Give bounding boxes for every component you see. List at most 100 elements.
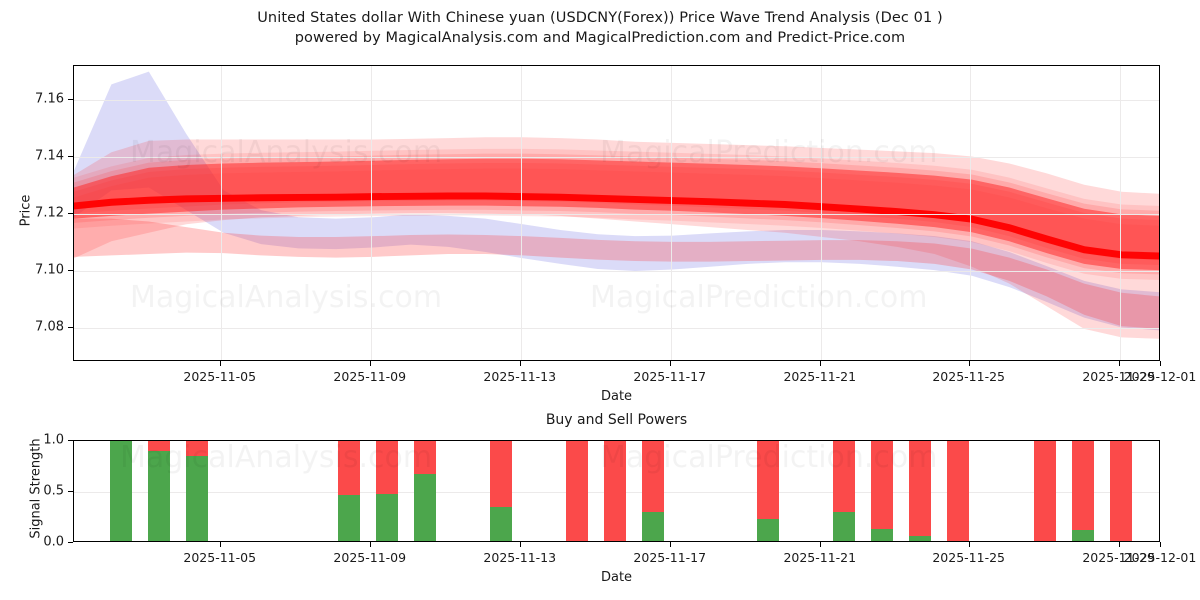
powers-xtick-label: 2025-12-01 [1123, 550, 1197, 565]
price-gridline-vertical [969, 66, 971, 360]
power-bar[interactable] [908, 441, 931, 541]
price-band-overlay [74, 153, 1159, 266]
power-bar-buy-segment [376, 494, 399, 541]
price-ytick-label: 7.10 [35, 262, 64, 278]
powers-ytick-mark [68, 440, 73, 442]
powers-chart-plot-area [73, 440, 1160, 542]
price-xtick-label: 2025-11-09 [333, 369, 407, 384]
price-xtick-label: 2025-12-01 [1123, 369, 1197, 384]
powers-axis-label-y: Signal Strength [28, 438, 44, 539]
power-bar[interactable] [1071, 441, 1094, 541]
power-bar[interactable] [946, 441, 969, 541]
power-bar[interactable] [147, 441, 170, 541]
powers-xtick-mark [819, 542, 821, 547]
price-gridline-horizontal [74, 270, 1159, 272]
price-chart-plot-area [73, 65, 1160, 361]
power-bar-sell-segment [490, 441, 513, 508]
power-bar[interactable] [1109, 441, 1132, 541]
powers-ytick-mark [68, 491, 73, 493]
power-bar-sell-segment [147, 441, 170, 452]
powers-xtick-label: 2025-11-09 [333, 550, 407, 565]
powers-xtick-mark [369, 542, 371, 547]
power-bar-buy-segment [185, 456, 208, 541]
price-ytick-label: 7.16 [35, 91, 64, 107]
power-bar[interactable] [832, 441, 855, 541]
power-bar-buy-segment [414, 473, 437, 541]
price-ytick-mark [68, 99, 73, 101]
powers-xtick-mark [1160, 542, 1162, 547]
price-xtick-mark [369, 361, 371, 366]
power-bar[interactable] [338, 441, 360, 541]
price-xtick-label: 2025-11-05 [183, 369, 257, 384]
price-xtick-mark [819, 361, 821, 366]
price-band-overlay [74, 148, 1159, 261]
price-ytick-mark [68, 156, 73, 158]
power-bar[interactable] [109, 441, 132, 541]
price-xtick-mark [219, 361, 221, 366]
price-xtick-label: 2025-11-17 [633, 369, 707, 384]
price-ytick-mark [68, 326, 73, 329]
power-bar-buy-segment [832, 512, 855, 541]
powers-xtick-label: 2025-11-17 [633, 550, 707, 565]
power-bar[interactable] [376, 441, 399, 541]
power-bar-buy-segment [756, 518, 779, 541]
price-xtick-mark [519, 361, 521, 366]
power-bar-sell-segment [604, 441, 627, 541]
powers-xtick-label: 2025-11-21 [783, 550, 857, 565]
power-bar[interactable] [604, 441, 627, 541]
price-band-red-lower-tail [74, 218, 1159, 329]
powers-xtick-label: 2025-11-13 [483, 550, 557, 565]
powers-axis-label-x: Date [600, 570, 633, 585]
powers-ytick-label: 0.0 [43, 534, 64, 550]
power-bar-sell-segment [185, 441, 208, 457]
price-ytick-mark [68, 213, 73, 215]
price-band-overlay [74, 162, 1159, 275]
power-bar[interactable] [566, 441, 589, 541]
power-bar-sell-segment [566, 441, 589, 541]
price-xtick-mark [968, 361, 970, 366]
power-bar[interactable] [490, 441, 513, 541]
powers-xtick-label: 2025-11-29 [1082, 550, 1156, 565]
price-axis-label-x: Date [600, 389, 633, 404]
power-bar[interactable] [870, 441, 893, 541]
price-wave-bands [74, 71, 1159, 339]
chart-title-line-1: United States dollar With Chinese yuan (… [257, 10, 943, 26]
price-xtick-label: 2025-11-21 [783, 369, 857, 384]
powers-xtick-label: 2025-11-25 [932, 550, 1006, 565]
price-xtick-label: 2025-11-13 [483, 369, 557, 384]
power-bar-sell-segment [1033, 441, 1056, 541]
powers-xtick-label: 2025-11-05 [183, 550, 257, 565]
price-band-blue-band [74, 71, 1159, 331]
power-bar-sell-segment [870, 441, 893, 529]
power-bar-sell-segment [1071, 441, 1094, 530]
price-gridline-vertical [220, 66, 222, 360]
power-bar[interactable] [756, 441, 779, 541]
powers-xtick-mark [519, 542, 521, 547]
power-bar-sell-segment [946, 441, 969, 541]
power-bar[interactable] [1033, 441, 1056, 541]
price-gridline-vertical [1119, 66, 1121, 360]
price-xtick-mark [669, 361, 671, 366]
power-bar-sell-segment [832, 441, 855, 513]
powers-xtick-mark [669, 542, 671, 547]
powers-subplot-title: Buy and Sell Powers [545, 412, 688, 428]
price-ytick-label: 7.12 [35, 205, 64, 221]
power-bar-sell-segment [414, 441, 437, 474]
price-trend-line [74, 192, 1159, 260]
power-bar-sell-segment [338, 441, 360, 496]
power-bar-sell-segment [756, 441, 779, 519]
chart-title-line-2: powered by MagicalAnalysis.com and Magic… [294, 30, 906, 46]
power-bar[interactable] [414, 441, 437, 541]
power-bar-buy-segment [870, 528, 893, 541]
price-xtick-mark [1160, 361, 1162, 366]
power-bar-sell-segment [376, 441, 399, 495]
power-bar-sell-segment [908, 441, 931, 536]
power-bar[interactable] [642, 441, 665, 541]
chart-title-block: United States dollar With Chinese yuan (… [0, 8, 1200, 48]
price-ytick-mark [68, 269, 73, 272]
price-ytick-label: 7.14 [35, 148, 64, 164]
price-gridline-horizontal [74, 327, 1159, 329]
powers-xtick-mark [968, 542, 970, 547]
power-bar[interactable] [185, 441, 208, 541]
